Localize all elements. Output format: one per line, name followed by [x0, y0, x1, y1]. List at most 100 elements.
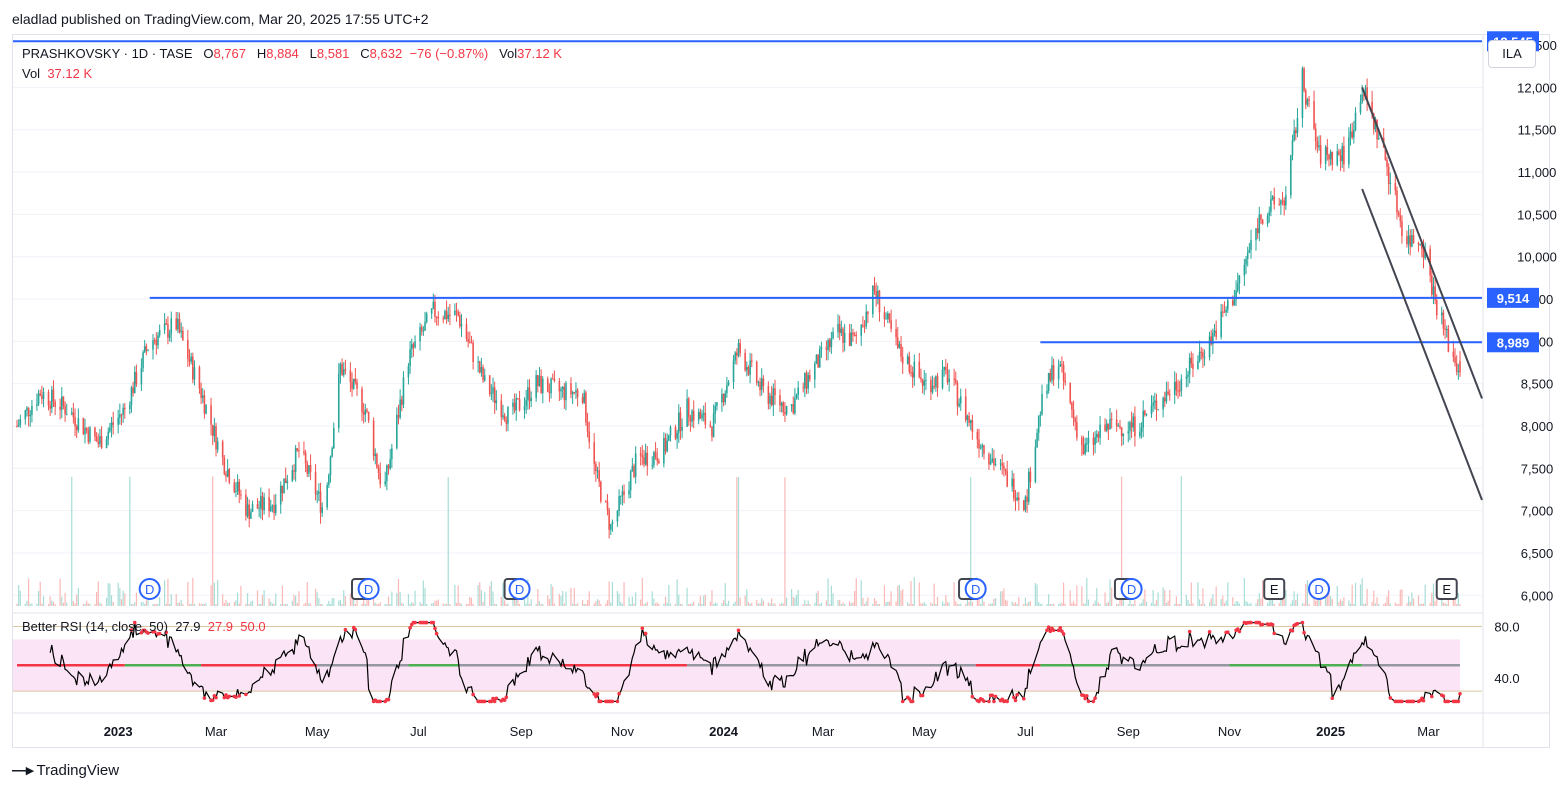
volume-bar — [935, 603, 937, 606]
candle-body — [1024, 496, 1027, 510]
volume-bar — [1180, 476, 1182, 606]
candle-body — [674, 426, 677, 439]
volume-bar — [1396, 603, 1398, 606]
volume-bar — [960, 603, 962, 606]
candle-body — [1422, 248, 1425, 259]
earnings-marker-icon[interactable]: E — [1435, 578, 1458, 600]
candle-body — [326, 484, 328, 508]
candle-body — [447, 314, 450, 320]
candle-body — [362, 412, 365, 415]
volume-bar — [1058, 603, 1060, 606]
candle-body — [409, 349, 411, 367]
currency-button[interactable]: ILA — [1488, 40, 1536, 68]
dividend-marker-icon[interactable]: D — [1120, 578, 1143, 600]
time-tick-label: Mar — [812, 724, 835, 739]
candle-body — [565, 383, 567, 401]
volume-bar — [1351, 584, 1353, 606]
tradingview-brand[interactable]: —▸ TradingView — [12, 761, 119, 780]
candle-body — [877, 290, 879, 298]
candle-body — [1407, 235, 1410, 245]
candle-body — [29, 415, 32, 417]
volume-bar — [757, 603, 760, 606]
volume-bar — [1419, 603, 1421, 606]
candle-body — [1016, 497, 1018, 501]
volume-bar — [235, 600, 237, 606]
volume-bar — [965, 603, 967, 606]
volume-bar — [402, 603, 405, 606]
volume-bar — [895, 601, 897, 606]
candle-body — [377, 467, 380, 473]
dividend-marker-icon[interactable]: D — [1308, 578, 1331, 600]
candle-body — [863, 326, 866, 328]
volume-bar — [968, 601, 970, 606]
volume-bar — [565, 591, 567, 606]
volume-bar — [749, 603, 751, 606]
volume-bar — [1411, 592, 1413, 606]
candle-body — [95, 436, 98, 442]
volume-bar — [1213, 603, 1216, 606]
candle-body — [953, 378, 955, 380]
candle-body — [699, 411, 702, 419]
vol2-label[interactable]: Vol — [22, 66, 41, 81]
volume-bar — [1072, 600, 1075, 606]
candle-body — [689, 417, 692, 422]
volume-bar — [1348, 600, 1350, 606]
candle-body — [316, 493, 319, 495]
dividend-marker-icon[interactable]: D — [357, 578, 380, 600]
candle-body — [702, 412, 705, 415]
event-marker-label: D — [1127, 582, 1136, 597]
volume-bar — [1417, 595, 1420, 606]
volume-bar — [538, 601, 541, 606]
volume-bar — [467, 603, 469, 606]
candle-body — [666, 440, 668, 452]
volume-bar — [865, 601, 867, 606]
candle-body — [444, 311, 446, 320]
candle-body — [797, 387, 800, 395]
volume-bar — [1422, 603, 1425, 606]
candle-body — [133, 371, 136, 394]
volume-bar — [280, 603, 282, 606]
volume-bar — [200, 603, 202, 606]
candle-body — [1022, 500, 1025, 510]
dividend-marker-icon[interactable]: D — [138, 578, 161, 600]
symbol-name[interactable]: PRASHKOVSKY · 1D · TASE — [22, 46, 193, 61]
volume-bar — [1247, 602, 1249, 606]
earnings-marker-icon[interactable]: E — [1263, 578, 1286, 600]
rsi-title[interactable]: Better RSI (14, close, 50) — [22, 619, 168, 634]
volume-bar — [329, 603, 332, 606]
candle-body — [1236, 283, 1239, 291]
candle-body — [502, 415, 504, 418]
candle-body — [467, 338, 469, 342]
candle-body — [576, 390, 579, 398]
candle-body — [157, 335, 159, 346]
candle-body — [1140, 427, 1143, 432]
volume-bar — [482, 601, 484, 606]
dividend-marker-icon[interactable]: D — [508, 578, 531, 600]
rsi-extreme-dot — [615, 699, 620, 704]
volume-bar — [988, 603, 990, 606]
candle-body — [1076, 422, 1078, 438]
volume-bar — [674, 603, 677, 606]
candle-body — [430, 308, 433, 314]
volume-bar — [49, 596, 51, 606]
volume-bar — [530, 599, 532, 606]
volume-bar — [47, 603, 50, 606]
volume-bar — [922, 603, 924, 606]
candle-body — [1178, 390, 1181, 392]
candle-body — [1039, 414, 1042, 416]
candle-body — [1132, 416, 1135, 428]
candle-body — [918, 361, 921, 378]
dividend-marker-icon[interactable]: D — [964, 578, 987, 600]
volume-bar — [495, 603, 497, 606]
volume-bar — [550, 583, 552, 606]
candle-body — [1187, 374, 1189, 377]
candle-body — [530, 397, 532, 402]
volume-bar — [1121, 476, 1123, 606]
close-label: C — [360, 46, 370, 61]
candle-body — [1074, 418, 1076, 423]
volume-bar — [331, 598, 333, 606]
volume-bar — [1303, 603, 1305, 606]
volume-bar — [804, 599, 806, 606]
candle-body — [621, 491, 624, 496]
